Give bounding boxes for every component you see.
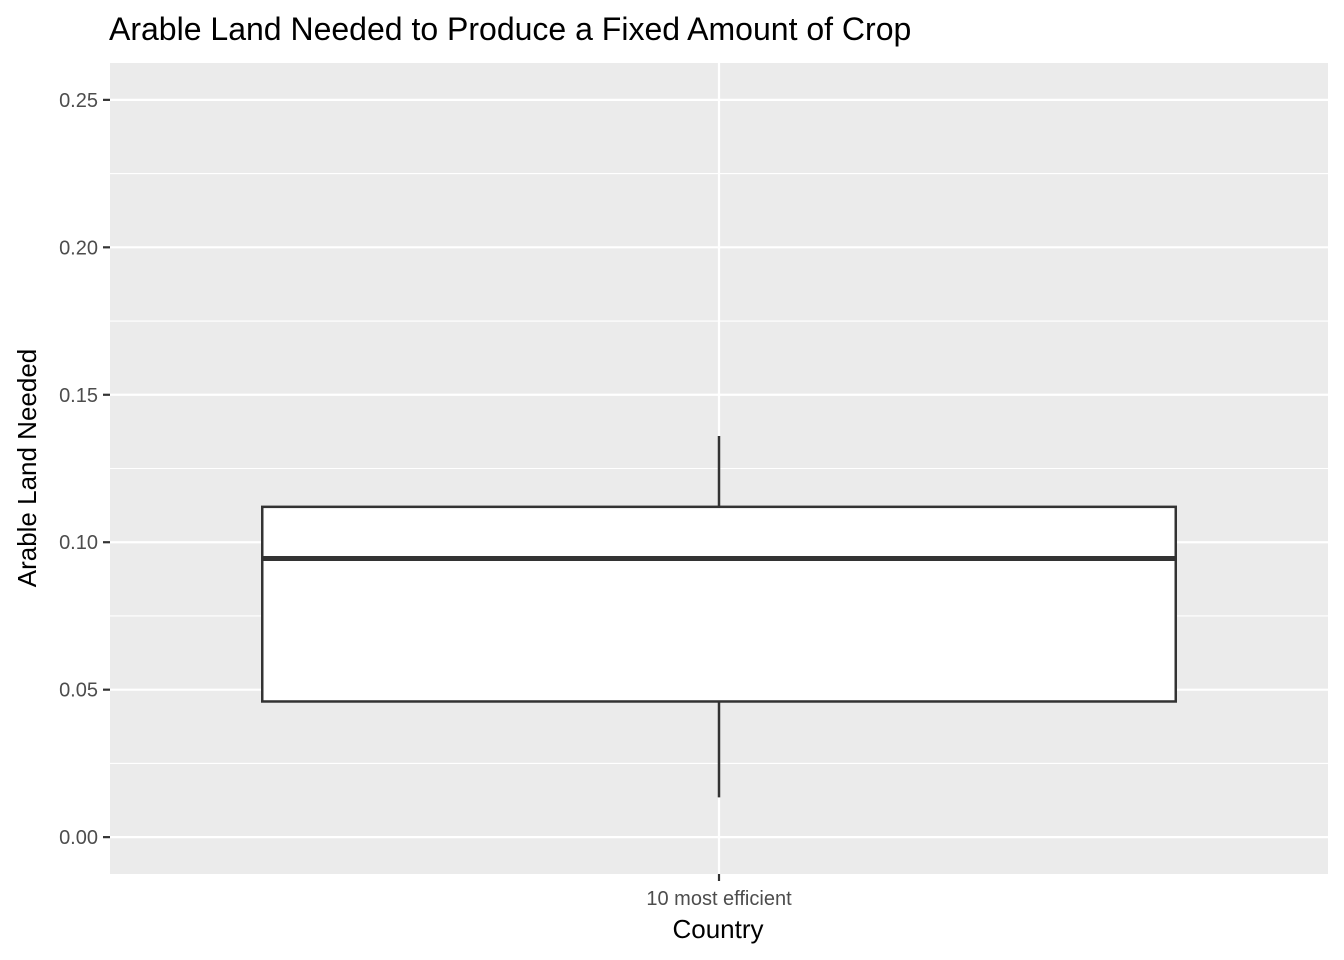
y-tick-label: 0.20: [59, 237, 98, 259]
y-tick-label: 0.00: [59, 827, 98, 849]
y-axis-ticks: 0.00 0.05 0.10 0.15 0.20 0.25: [59, 90, 110, 849]
box-iqr: [261, 505, 1177, 703]
chart-title: Arable Land Needed to Produce a Fixed Am…: [109, 11, 911, 47]
x-axis-ticks: 10 most efficient: [646, 874, 792, 910]
x-axis-title: Country: [672, 914, 763, 944]
y-axis-title: Arable Land Needed: [12, 349, 42, 588]
y-tick-label: 0.15: [59, 385, 98, 407]
y-tick-label: 0.10: [59, 532, 98, 554]
x-tick-label: 10 most efficient: [646, 888, 792, 910]
y-tick-label: 0.05: [59, 680, 98, 702]
y-tick-label: 0.25: [59, 90, 98, 112]
box-series: [261, 436, 1177, 798]
